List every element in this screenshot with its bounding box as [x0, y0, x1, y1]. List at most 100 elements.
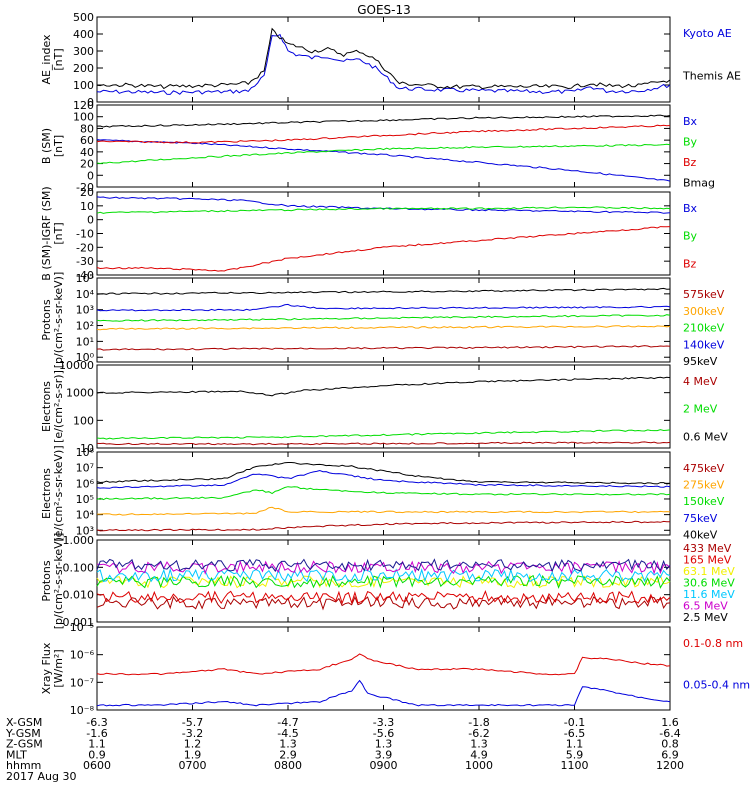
series-line-140kev	[96, 303, 671, 312]
y-axis-label: [nT]	[52, 135, 65, 157]
legend-entry: 4 MeV	[683, 375, 718, 388]
legend-entry: By	[683, 136, 698, 149]
x-row-value: 1100	[561, 759, 589, 772]
y-tick-label: 400	[73, 28, 94, 41]
date-label: 2017 Aug 30	[6, 770, 76, 783]
x-row-value: 3.9	[375, 748, 393, 761]
y-tick-label: 300	[73, 45, 94, 58]
y-tick-label: 120	[73, 99, 94, 112]
x-row-value: -5.7	[182, 716, 203, 729]
series-line-kyoto-ae	[96, 33, 671, 95]
legend-entry: 300keV	[683, 305, 725, 318]
y-tick-label: 1.000	[63, 534, 95, 547]
legend-entry: Bz	[683, 257, 697, 270]
series-line-bmag	[96, 114, 671, 128]
x-row-value: 5.9	[566, 748, 584, 761]
panel-protons_low: 10⁰ 10¹ 10² 10³ 10⁴ 10⁵ Protons [p/(cm²-s-sr-ke…	[40, 272, 725, 369]
x-axis-table: X-GSM -6.3 -5.7 -4.7 -3.3 -1.8 -0.1 1.6 Y-GSM -1.…	[5, 716, 684, 783]
series-line-bx	[96, 139, 671, 182]
legend-entry: Themis AE	[682, 70, 741, 83]
y-tick-label: -20	[76, 181, 94, 194]
series-line-bz	[96, 226, 671, 272]
legend-entry: Bz	[683, 156, 697, 169]
legend-entry: 140keV	[683, 338, 725, 351]
series-line-75kev	[96, 469, 671, 489]
series-line-210kev	[96, 314, 671, 322]
legend-entry: 0.1-0.8 nm	[683, 637, 743, 650]
series-line-2-5-mev	[96, 558, 671, 573]
y-tick-label: 10⁵	[76, 493, 94, 506]
x-row-value: 1.2	[184, 738, 202, 751]
y-axis-label: Xray Flux	[40, 642, 53, 694]
legend-entry: 150keV	[683, 495, 725, 508]
y-tick-label: 0	[87, 96, 94, 109]
panel-electrons_kev: 10³ 10⁴ 10⁵ 10⁶ 10⁷ 10⁸ Electrons [e/(cm²-s-sr-…	[40, 445, 725, 541]
x-row-value: -6.2	[468, 727, 489, 740]
y-tick-label: 10⁻⁸	[70, 704, 95, 717]
x-row-value: -3.3	[373, 716, 394, 729]
y-tick-label: 10⁵	[76, 272, 94, 285]
series-line-themis-ae	[96, 27, 671, 90]
y-tick-label: 40	[80, 146, 94, 159]
y-tick-label: 20	[80, 186, 94, 199]
series-line-2-mev	[96, 429, 671, 440]
series-line-475kev	[96, 520, 671, 532]
y-tick-label: 10⁶	[76, 477, 95, 490]
y-axis-label: Electrons	[40, 381, 53, 432]
y-tick-label: 10³	[76, 524, 94, 537]
panel-protons_mev: 0.001 0.010 0.100 1.000 Protons [p/(cm²-s-sr-…	[40, 533, 735, 630]
y-axis-label: Protons	[40, 560, 53, 601]
y-tick-label: 0	[87, 169, 94, 182]
x-row-label: hhmm	[6, 759, 41, 772]
y-axis-label: Electrons	[40, 468, 53, 519]
series-line-11-6-mev	[96, 567, 671, 584]
y-tick-label: 10	[80, 442, 94, 455]
figure-title: GOES-13	[357, 3, 411, 17]
series-line-275kev	[97, 506, 671, 516]
series-line-165-mev	[96, 590, 671, 605]
y-axis-label: [nT]	[52, 48, 65, 70]
legend-entry: 6.5 MeV	[683, 600, 728, 613]
y-tick-label: 10⁴	[76, 288, 95, 301]
legend-entry: Bx	[683, 202, 698, 215]
legend-entry: Bmag	[683, 177, 715, 190]
x-row-value: -1.6	[86, 727, 107, 740]
series-line-95kev	[96, 287, 671, 295]
x-row-value: -4.7	[277, 716, 298, 729]
y-tick-label: 100	[73, 414, 94, 427]
x-row-value: -1.8	[468, 716, 489, 729]
x-row-value: 1200	[656, 759, 684, 772]
y-tick-label: 0.100	[63, 561, 95, 574]
legend-entry: 475keV	[683, 462, 725, 475]
series-line-0-1-0-8-nm	[96, 653, 671, 676]
x-row-label: Y-GSM	[5, 727, 41, 740]
x-row-value: 1.3	[279, 738, 297, 751]
series-line-6-5-mev	[96, 560, 671, 575]
y-tick-label: 80	[80, 122, 94, 135]
y-axis-label: AE_index	[40, 34, 53, 85]
y-axis-label: Protons	[40, 299, 53, 340]
plot-frame	[96, 539, 671, 623]
panel-electrons_mev: 10 100 1000 10000 Electrons [e/(cm²-s-sr)] 4 M…	[40, 359, 728, 455]
y-tick-label: 10⁻⁶	[70, 649, 95, 662]
legend-entry: 275keV	[683, 479, 725, 492]
legend-entry: 75keV	[683, 512, 718, 525]
x-row-value: -6.3	[86, 716, 107, 729]
y-axis-label: [nT]	[52, 222, 65, 244]
y-tick-label: -30	[76, 255, 94, 268]
series-line-150kev	[96, 486, 671, 501]
x-row-value: 1.1	[88, 738, 106, 751]
x-row-value: 1.6	[661, 716, 679, 729]
y-tick-label: 20	[80, 158, 94, 171]
x-row-value: 1.3	[375, 738, 393, 751]
y-axis-label: B (SM)-IGRF (SM)	[40, 186, 53, 280]
y-tick-label: 10	[80, 200, 94, 213]
panel-ae: 0 100 200 300 400 500 AE_index [nT] Kyoto AE Them…	[40, 11, 741, 109]
x-row-value: 0700	[179, 759, 207, 772]
y-tick-label: 10⁻⁷	[70, 676, 94, 689]
y-tick-label: 10⁸	[76, 446, 95, 459]
x-row-label: Z-GSM	[6, 738, 43, 751]
y-axis-label: [p/(cm²-s-sr-keV)]	[52, 533, 65, 630]
legend-entry: 0.6 MeV	[683, 430, 728, 443]
